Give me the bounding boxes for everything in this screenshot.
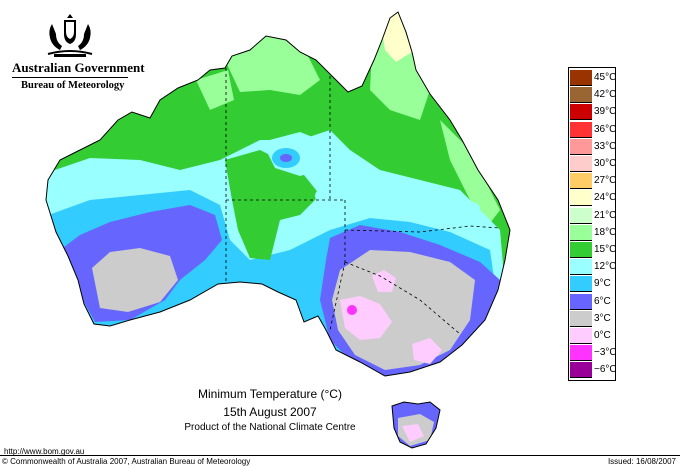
copyright-text: © Commonwealth of Australia 2007, Austra… <box>2 457 251 466</box>
legend-label: 30°C <box>594 158 617 169</box>
legend-label: 6°C <box>594 295 611 307</box>
legend-label: 33°C <box>594 140 617 152</box>
legend-label: 36°C <box>594 123 617 135</box>
map-product: Product of the National Climate Centre <box>184 422 356 433</box>
legend-label: −6°C <box>594 364 617 376</box>
legend-swatch <box>570 87 592 104</box>
legend-swatch <box>570 173 592 190</box>
legend-label: 39°C <box>594 106 617 118</box>
legend-swatch <box>570 362 592 379</box>
legend-swatch <box>570 224 592 241</box>
legend-label: 15°C <box>594 244 617 255</box>
legend-swatch <box>570 259 592 276</box>
legend-label: 24°C <box>594 192 617 204</box>
legend-swatch <box>570 293 592 310</box>
legend-swatch <box>570 138 592 155</box>
legend-label: 9°C <box>594 278 611 290</box>
legend-swatch <box>570 121 592 138</box>
legend-swatch <box>570 345 592 362</box>
state-borders <box>225 68 501 335</box>
legend-label: 18°C <box>594 226 617 238</box>
legend-swatch <box>570 242 592 258</box>
footer-divider <box>0 455 680 456</box>
header-divider <box>12 77 128 78</box>
legend-label: 45°C <box>594 72 617 83</box>
legend-swatch <box>570 207 592 224</box>
bureau-name: Bureau of Meteorology <box>21 80 125 91</box>
legend-label: 12°C <box>594 261 617 273</box>
legend-swatch <box>570 276 592 293</box>
legend-label: 42°C <box>594 89 617 101</box>
government-name: Australian Government <box>12 60 145 75</box>
legend-label: 27°C <box>594 175 617 187</box>
legend-label: 21°C <box>594 209 617 221</box>
mainland-coastline <box>45 11 511 377</box>
bom-url-link[interactable]: http://www.bom.gov.au <box>4 447 85 456</box>
legend-swatch <box>570 310 592 327</box>
legend-swatch <box>570 70 592 86</box>
legend-label: 0°C <box>594 330 611 341</box>
legend-swatch <box>570 104 592 121</box>
issued-date: Issued: 16/08/2007 <box>607 457 676 466</box>
map-date: 15th August 2007 <box>223 405 317 419</box>
legend-label: −3°C <box>594 347 617 359</box>
legend-label: 3°C <box>594 312 611 324</box>
coat-of-arms-icon <box>47 14 93 57</box>
tasmania-coastline <box>391 401 441 449</box>
legend-swatch <box>570 328 592 344</box>
map-title: Minimum Temperature (°C) <box>198 387 342 401</box>
temperature-legend: 45°C 42°C 39°C 36°C 33°C 30°C 27°C 24°C 21°C 18°C… <box>568 67 617 381</box>
legend-swatch <box>570 190 592 207</box>
legend-swatch <box>570 156 592 172</box>
